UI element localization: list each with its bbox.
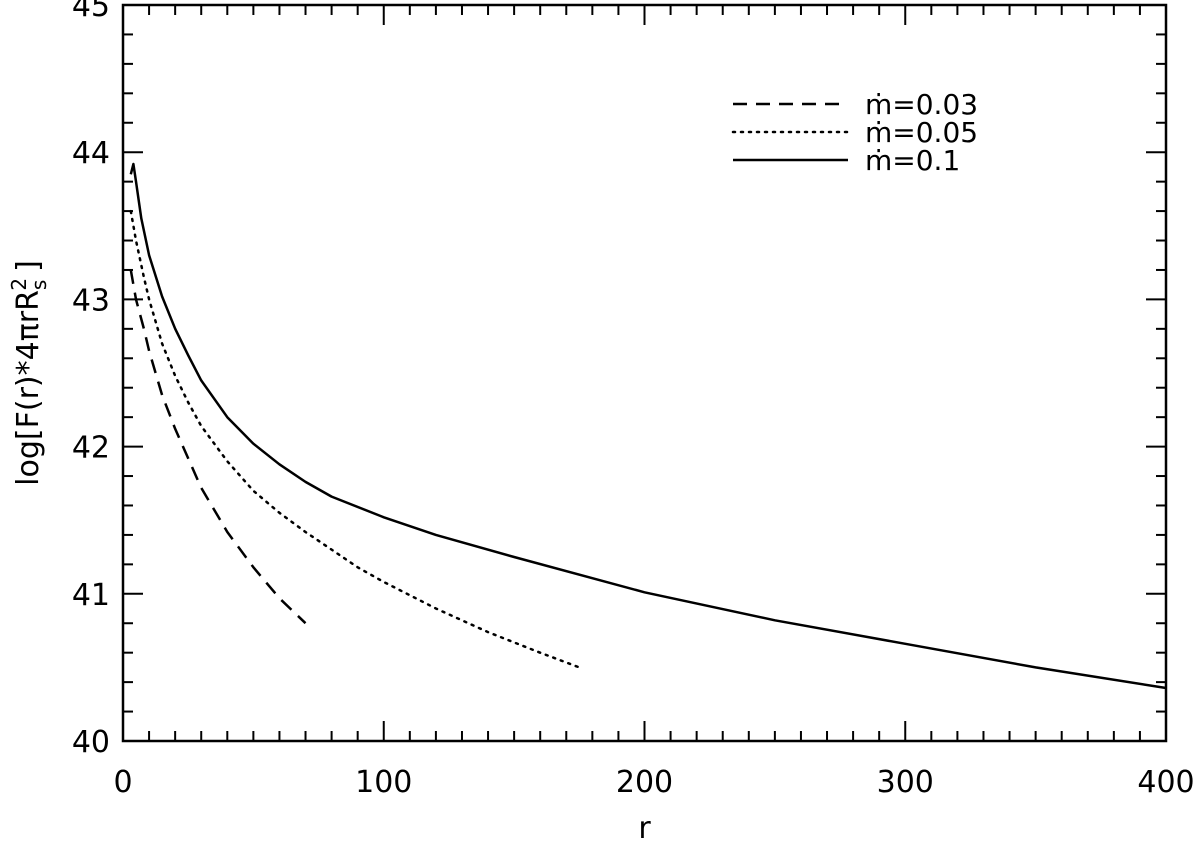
x-axis-title: r [638,811,651,843]
legend: ṁ=0.03ṁ=0.05ṁ=0.1 [731,88,978,177]
series-line-dotted [129,209,581,669]
y-axis-title: log[F(r)*4πrRs2] [7,260,51,486]
y-axis-title-sub: s [27,280,51,290]
y-tick-label: 41 [72,578,110,613]
axis-ticks: 0 100 200 300 400 40 41 42 43 44 45 [72,0,1195,800]
legend-label: ṁ=0.05 [865,116,978,149]
y-tick-label: 42 [72,431,110,466]
y-tick-label: 44 [72,136,110,171]
y-axis-title-main: log[F(r)*4πrR [11,290,46,486]
series-line-solid [129,162,1167,690]
x-tick-label: 0 [113,765,132,800]
y-tick-label: 45 [72,0,110,24]
x-tick-label: 300 [877,765,934,800]
x-tick-label: 400 [1137,765,1194,800]
plot-frame [121,3,1168,743]
x-tick-label: 200 [616,765,673,800]
legend-label: ṁ=0.03 [865,88,978,121]
y-tick-label: 40 [72,725,110,760]
y-tick-label: 43 [72,283,110,318]
legend-label: ṁ=0.1 [865,144,960,177]
y-axis-title-tail: ] [11,260,46,272]
x-tick-label: 100 [355,765,412,800]
y-axis-title-sup: 2 [7,278,31,291]
series-lines [129,162,1167,690]
series-line-dashed [129,269,307,625]
